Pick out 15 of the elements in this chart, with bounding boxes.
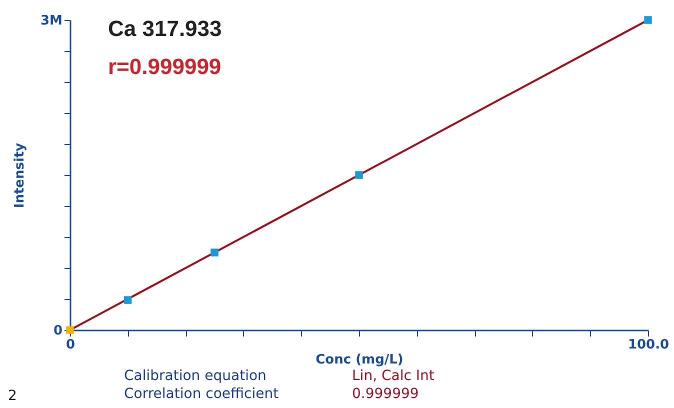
- point: [355, 171, 363, 179]
- y-axis-title: Intensity: [12, 142, 28, 208]
- point: [644, 16, 652, 24]
- point: [124, 296, 132, 304]
- text: r=0.999999: [108, 54, 222, 80]
- text: Calibration equation: [124, 368, 266, 384]
- text: Lin, Calc Int: [352, 368, 434, 384]
- point: [210, 248, 218, 256]
- y-tick-label: 3M: [40, 14, 62, 28]
- text: 0.999999: [352, 386, 419, 402]
- x-tick-label: 100.0: [628, 338, 670, 352]
- chart-title: Ca 317.933: [108, 16, 222, 42]
- text: Correlation coefficient: [124, 386, 279, 402]
- text: 2: [8, 388, 17, 404]
- x-axis-title: Conc (mg/L): [316, 352, 404, 368]
